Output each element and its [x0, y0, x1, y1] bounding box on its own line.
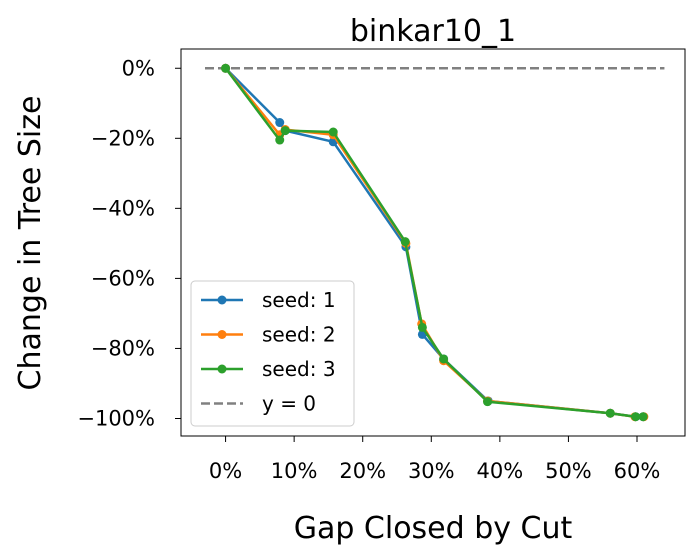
x-axis-ticks: 0% 10% 20% 30% 40% 50% 60% — [209, 436, 660, 483]
data-point — [417, 322, 427, 332]
data-point — [483, 397, 493, 407]
chart-title: binkar10_1 — [350, 14, 516, 49]
x-tick-label: 0% — [209, 459, 242, 483]
x-tick-label: 40% — [477, 459, 524, 483]
legend-label: seed: 1 — [262, 288, 336, 312]
legend-entry: seed: 1 — [201, 288, 336, 312]
x-tick-label: 20% — [339, 459, 386, 483]
series-3 — [221, 63, 648, 422]
legend-label: seed: 2 — [262, 323, 336, 347]
plot-marks — [205, 63, 665, 422]
x-tick-label: 10% — [271, 459, 318, 483]
legend: seed: 1 seed: 2 seed: 3 y = 0 — [190, 280, 355, 427]
legend-entry: seed: 3 — [201, 357, 336, 381]
data-point — [605, 408, 615, 418]
x-tick-label: 30% — [408, 459, 455, 483]
y-tick-label: 0% — [122, 56, 155, 80]
y-tick-label: −80% — [91, 336, 155, 360]
legend-marker — [217, 330, 227, 339]
legend-box — [190, 280, 355, 427]
x-axis-label: Gap Closed by Cut — [294, 511, 573, 546]
data-point — [439, 354, 449, 364]
x-tick-label: 50% — [545, 459, 592, 483]
data-point — [275, 118, 285, 128]
y-tick-label: −40% — [91, 196, 155, 220]
data-point — [631, 412, 641, 422]
x-tick-label: 60% — [614, 459, 661, 483]
y-tick-label: −60% — [91, 266, 155, 290]
y-axis-ticks: 0% −20% −40% −60% −80% −100% — [77, 56, 181, 430]
legend-marker — [217, 295, 227, 305]
y-axis-label: Change in Tree Size — [13, 96, 48, 391]
data-point — [280, 126, 290, 136]
data-point — [400, 237, 410, 247]
data-point — [638, 412, 648, 422]
data-point — [328, 127, 338, 137]
legend-marker — [217, 364, 227, 374]
legend-label: y = 0 — [262, 392, 316, 416]
y-tick-label: −100% — [77, 406, 155, 430]
data-point — [221, 63, 231, 73]
legend-entry: seed: 2 — [201, 323, 336, 347]
data-point — [275, 135, 285, 145]
legend-label: seed: 3 — [262, 357, 336, 381]
axes-frame — [180, 48, 686, 437]
legend-entry: y = 0 — [201, 392, 316, 416]
y-tick-label: −20% — [91, 126, 155, 150]
